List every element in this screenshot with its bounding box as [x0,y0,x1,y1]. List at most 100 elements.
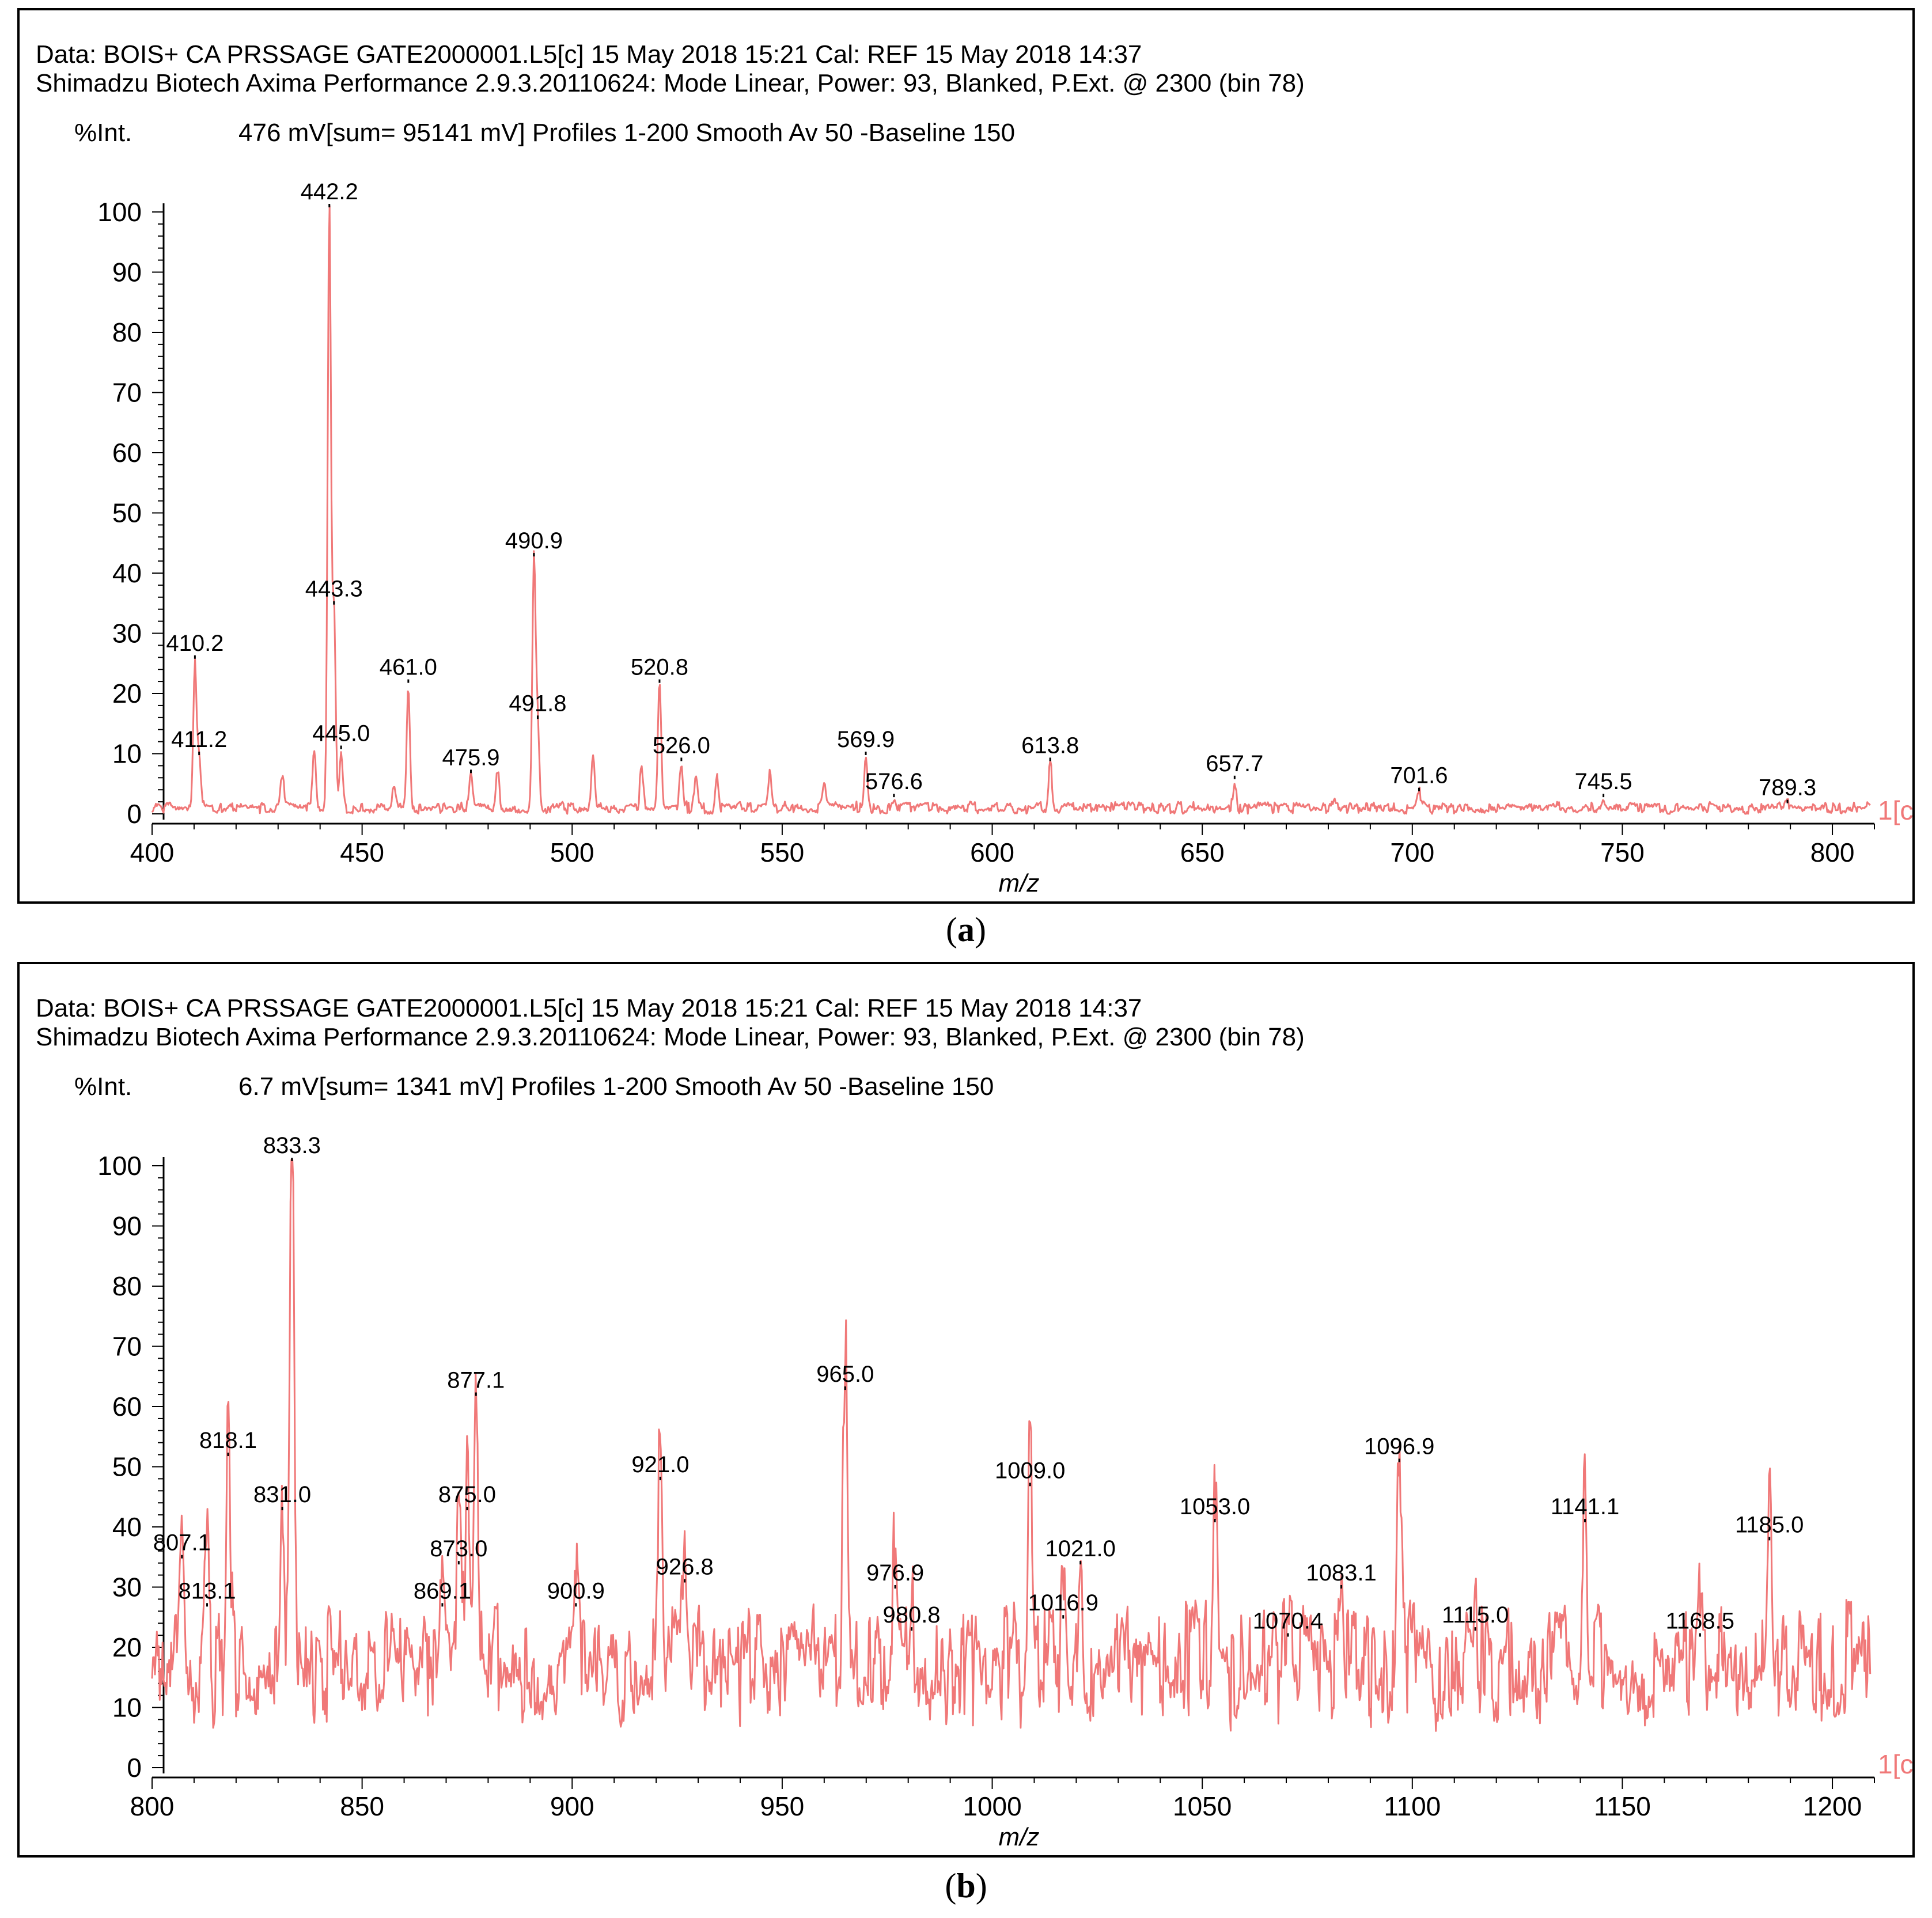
peak-label: 980.8 [882,1602,940,1628]
x-tick-label: 450 [340,837,384,867]
spectrum-plot-a: 0 10 20 30 40 50 60 70 80 90 100 400 450 500 550 600 650… [97,179,1912,897]
peak-labels: 410.2 411.2 442.2 443.3 445.0 461.0 475.9 490.9… [166,179,1816,803]
peak-label: 1096.9 [1364,1434,1434,1460]
instrument-header-line2: Shimadzu Biotech Axima Performance 2.9.3… [36,1023,1305,1051]
peak-label: 491.8 [509,691,566,716]
peak-label: 526.0 [653,733,710,758]
instrument-header-line2: Shimadzu Biotech Axima Performance 2.9.3… [36,69,1305,97]
x-tick-label: 1150 [1594,1791,1651,1821]
peak-label: 445.0 [312,721,370,746]
peak-label: 410.2 [166,631,223,656]
peak-label: 877.1 [447,1368,505,1393]
y-tick-label: 20 [112,678,142,708]
y-ticks: 0 10 20 30 40 50 60 70 80 90 100 [97,1151,164,1783]
peak-label: 813.1 [178,1578,236,1604]
peak-label: 1021.0 [1045,1536,1116,1561]
intensity-label: %Int. [74,119,132,147]
y-tick-label: 90 [112,257,142,287]
peak-label: 1115.0 [1442,1602,1509,1628]
y-ticks: 0 10 20 30 40 50 60 70 80 90 100 [97,197,164,829]
spectrum-plot-b: 0 10 20 30 40 50 60 70 80 90 100 800 850 900 950 1000 10… [97,1133,1912,1851]
spectrum-trace [151,1159,1872,1732]
y-tick-label: 80 [112,317,142,347]
spectrum-panel-b: Data: BOIS+ CA PRSSAGE GATE2000001.L5[c]… [17,962,1915,1858]
peak-label: 807.1 [153,1530,211,1556]
x-tick-label: 850 [340,1791,384,1821]
x-tick-label: 900 [550,1791,594,1821]
x-tick-label: 600 [970,837,1014,867]
y-tick-label: 60 [112,438,142,468]
data-header-line1: Data: BOIS+ CA PRSSAGE GATE2000001.L5[c]… [36,994,1142,1022]
peak-label: 1083.1 [1306,1560,1376,1586]
peak-label: 461.0 [380,655,437,680]
y-tick-label: 100 [97,197,142,227]
peak-label: 818.1 [199,1428,257,1453]
x-ticks: 400 450 500 550 600 650 700 750 800 [130,824,1875,867]
peak-label: 869.1 [414,1578,471,1604]
peak-label: 873.0 [430,1536,487,1561]
peak-label: 1053.0 [1180,1494,1250,1519]
x-tick-label: 750 [1600,837,1645,867]
peak-label: 1009.0 [995,1458,1065,1483]
y-tick-label: 50 [112,498,142,528]
y-tick-label: 70 [112,1332,142,1362]
x-ticks: 800 850 900 950 1000 1050 1100 1150 1200 [130,1777,1875,1821]
x-tick-label: 1200 [1803,1791,1862,1821]
peak-label: 490.9 [505,528,563,554]
axes [152,203,1874,825]
x-tick-label: 950 [760,1791,805,1821]
y-tick-label: 0 [127,799,142,829]
y-tick-label: 30 [112,619,142,649]
intensity-info: 6.7 mV[sum= 1341 mV] Profiles 1-200 Smoo… [238,1072,994,1101]
peak-label: 411.2 [171,727,227,752]
peak-label: 1016.9 [1028,1590,1098,1616]
y-tick-label: 40 [112,1512,142,1542]
data-header-line1: Data: BOIS+ CA PRSSAGE GATE2000001.L5[c]… [36,40,1142,69]
peak-label: 475.9 [442,745,499,770]
y-tick-label: 10 [112,739,142,769]
peak-label: 976.9 [866,1560,924,1586]
x-tick-label: 1000 [963,1791,1021,1821]
peak-labels: 807.1 813.1 818.1 831.0 833.3 869.1 873.0 875.0… [153,1133,1804,1637]
intensity-info: 476 mV[sum= 95141 mV] Profiles 1-200 Smo… [238,119,1016,147]
intensity-label: %Int. [74,1072,132,1101]
peak-label: 789.3 [1759,775,1816,801]
peak-label: 921.0 [631,1452,689,1477]
peak-label: 965.0 [816,1362,874,1387]
x-tick-label: 650 [1180,837,1225,867]
peak-label: 875.0 [438,1482,496,1507]
peak-label: 569.9 [837,727,895,752]
y-tick-label: 10 [112,1693,142,1723]
end-marker: 1[c [1878,795,1912,825]
peak-label: 1070.4 [1253,1609,1323,1634]
peak-label: 657.7 [1206,751,1263,776]
peak-label: 1185.0 [1735,1512,1804,1537]
x-tick-label: 1050 [1173,1791,1232,1821]
x-tick-label: 700 [1390,837,1434,867]
spectrum-trace [151,205,1871,815]
peak-label: 576.6 [865,769,923,794]
y-tick-label: 20 [112,1632,142,1662]
peak-label: 613.8 [1021,733,1079,758]
y-tick-label: 30 [112,1572,142,1602]
x-axis-label: m/z [999,869,1040,897]
x-tick-label: 800 [130,1791,175,1821]
x-tick-label: 550 [760,837,805,867]
peak-label: 831.0 [253,1482,311,1507]
peak-label: 745.5 [1575,769,1632,794]
y-tick-label: 100 [97,1151,142,1181]
x-tick-label: 500 [550,837,594,867]
peak-label: 833.3 [263,1133,321,1158]
x-axis-label: m/z [999,1823,1040,1851]
peak-label: 443.3 [305,577,363,602]
y-tick-label: 40 [112,558,142,588]
peak-label: 520.8 [631,655,688,680]
y-tick-label: 90 [112,1211,142,1241]
x-tick-label: 1100 [1384,1791,1441,1821]
y-tick-label: 0 [127,1753,142,1783]
peak-label: 701.6 [1390,763,1448,789]
y-tick-label: 60 [112,1392,142,1422]
peak-label: 926.8 [656,1555,714,1580]
y-tick-label: 50 [112,1452,142,1482]
peak-label: 442.2 [301,179,358,204]
